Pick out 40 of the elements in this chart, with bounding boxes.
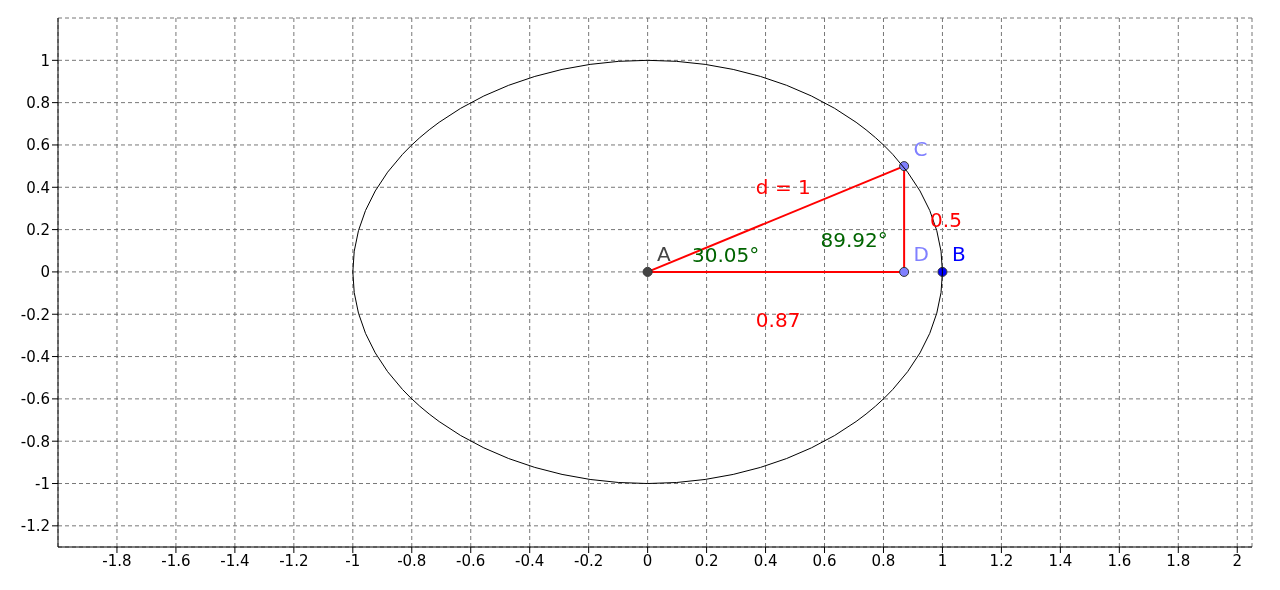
- y-tick-label: 0.4: [26, 178, 50, 197]
- y-tick-label: 1: [40, 51, 50, 70]
- series-label: A: [657, 242, 672, 267]
- series-label: C: [913, 136, 928, 161]
- y-tick-label: 0: [40, 263, 50, 282]
- x-tick-label: 1.4: [1048, 551, 1073, 570]
- y-tick-label: -0.2: [20, 305, 50, 324]
- x-tick-label: 0.8: [871, 551, 896, 570]
- x-tick-label: -0.6: [456, 551, 486, 570]
- series-label: d = 1: [755, 175, 811, 200]
- x-tick-label: 0.2: [694, 551, 719, 570]
- series-label: D: [913, 242, 930, 267]
- y-tick-label: -0.4: [20, 347, 50, 366]
- x-tick-label: 1: [937, 551, 948, 570]
- x-tick-label: -0.8: [397, 551, 427, 570]
- x-tick-label: -1.4: [220, 551, 250, 570]
- x-tick-label: 0.6: [812, 551, 837, 570]
- y-tick-label: -1.2: [20, 517, 50, 536]
- x-tick-label: 0: [642, 551, 653, 570]
- y-tick-label: -0.8: [20, 432, 50, 451]
- y-tick-label: 0.2: [26, 220, 50, 239]
- x-tick-label: 2: [1232, 551, 1243, 570]
- x-tick-label: -1: [345, 551, 361, 570]
- series-label: 0.87: [755, 307, 801, 332]
- x-tick-label: 1.2: [989, 551, 1014, 570]
- x-tick-label: -1.2: [279, 551, 309, 570]
- x-tick-label: -1.8: [102, 551, 132, 570]
- series-label: B: [951, 242, 966, 267]
- x-tick-label: 1.6: [1107, 551, 1132, 570]
- x-tick-label: -1.6: [161, 551, 191, 570]
- x-tick-label: 0.4: [753, 551, 778, 570]
- annotation: 30.05°: [692, 242, 760, 267]
- y-tick-label: -1: [35, 474, 50, 493]
- y-tick-label: 0.6: [26, 136, 50, 155]
- y-tick-label: 0.8: [26, 93, 50, 112]
- annotation: 89.92°: [820, 227, 888, 252]
- x-tick-label: 1.8: [1166, 551, 1191, 570]
- x-tick-label: -0.4: [515, 551, 545, 570]
- x-tick-label: -0.2: [574, 551, 604, 570]
- y-tick-label: -0.6: [20, 390, 50, 409]
